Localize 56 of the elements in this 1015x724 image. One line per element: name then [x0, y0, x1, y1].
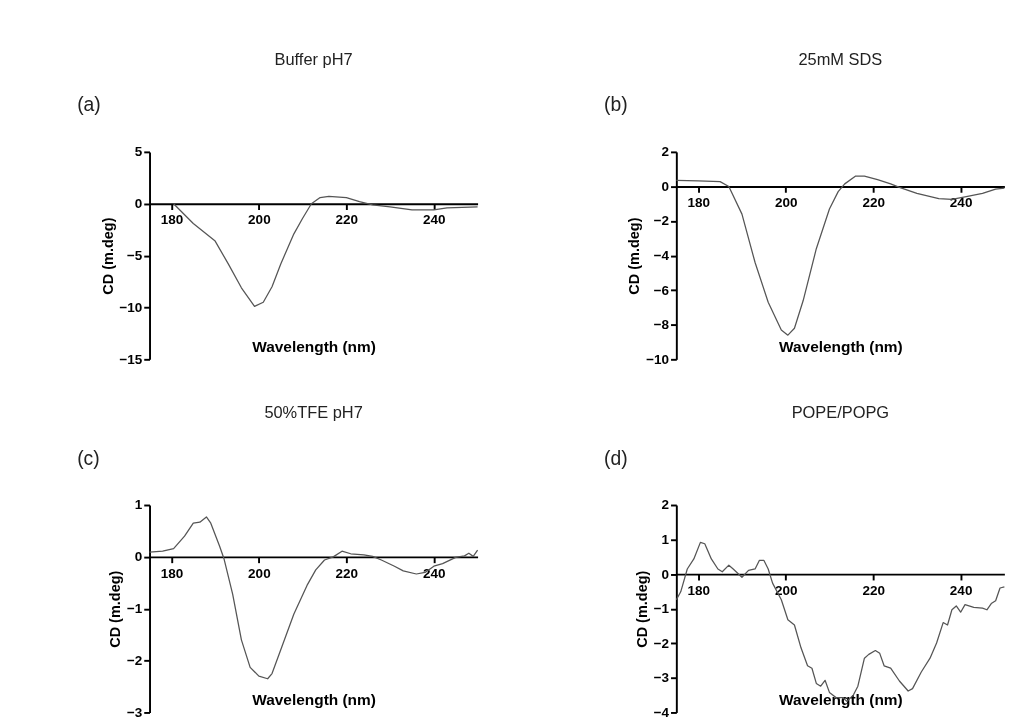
- x-tick-label: 180: [160, 565, 184, 581]
- y-tick-label: −1: [126, 601, 143, 617]
- y-tick-label: −10: [119, 299, 143, 315]
- y-tick-label: −3: [126, 704, 143, 720]
- x-tick-label: 200: [248, 565, 271, 581]
- y-tick-label: 0: [134, 196, 143, 212]
- x-tick-label: 200: [774, 582, 798, 598]
- x-tick-label: 240: [423, 565, 446, 581]
- y-tick-label: 5: [134, 144, 143, 160]
- x-tick-label: 240: [949, 582, 973, 598]
- text: (d): [603, 447, 628, 469]
- x-tick-label: 240: [423, 212, 446, 228]
- y-tick-label: −3: [653, 670, 670, 686]
- x-tick-label: 220: [335, 565, 359, 581]
- chart-title: Buffer pH7: [274, 50, 353, 69]
- y-tick-label: −6: [653, 282, 670, 298]
- x-axis-title: Wavelength (nm): [252, 338, 376, 356]
- y-tick-label: 0: [661, 566, 670, 582]
- x-tick-label: 240: [949, 195, 973, 211]
- y-axis-title: CD (m.deg): [99, 217, 116, 295]
- text: (a): [77, 94, 101, 116]
- x-tick-label: 220: [862, 582, 885, 598]
- x-tick-label: 180: [160, 212, 184, 228]
- y-tick-label: −8: [653, 317, 670, 333]
- chart-title: 25mM SDS: [798, 50, 883, 69]
- text: (b): [603, 94, 628, 116]
- y-tick-label: 1: [661, 531, 670, 547]
- y-tick-label: 2: [661, 144, 670, 160]
- y-tick-label: 0: [134, 549, 143, 565]
- y-tick-label: 0: [661, 178, 670, 194]
- x-axis-title: Wavelength (nm): [252, 691, 376, 709]
- x-axis-title: Wavelength (nm): [779, 691, 903, 709]
- x-tick-label: 200: [248, 212, 271, 228]
- y-tick-label: −4: [653, 704, 670, 720]
- y-tick-label: −1: [653, 601, 670, 617]
- x-axis-title: Wavelength (nm): [779, 338, 903, 356]
- x-tick-label: 220: [862, 195, 885, 211]
- y-tick-label: −2: [653, 213, 670, 229]
- x-tick-label: 180: [687, 582, 710, 598]
- y-axis-title: CD (m.deg): [626, 217, 643, 295]
- y-tick-label: −5: [126, 247, 143, 263]
- y-tick-label: −2: [653, 635, 670, 651]
- x-tick-label: 180: [687, 195, 710, 211]
- y-axis-title: CD (m.deg): [633, 570, 650, 648]
- text: (c): [77, 447, 100, 469]
- y-tick-label: −15: [119, 351, 143, 367]
- y-tick-label: −10: [646, 351, 670, 367]
- y-tick-label: −4: [653, 247, 670, 263]
- x-tick-label: 200: [774, 195, 798, 211]
- y-axis-title: CD (m.deg): [107, 570, 124, 648]
- chart-title: POPE/POPG: [791, 403, 890, 422]
- y-tick-label: 1: [134, 497, 143, 513]
- y-tick-label: 2: [661, 497, 670, 513]
- x-tick-label: 220: [335, 212, 359, 228]
- chart-title: 50%TFE pH7: [264, 403, 363, 422]
- y-tick-label: −2: [126, 652, 143, 668]
